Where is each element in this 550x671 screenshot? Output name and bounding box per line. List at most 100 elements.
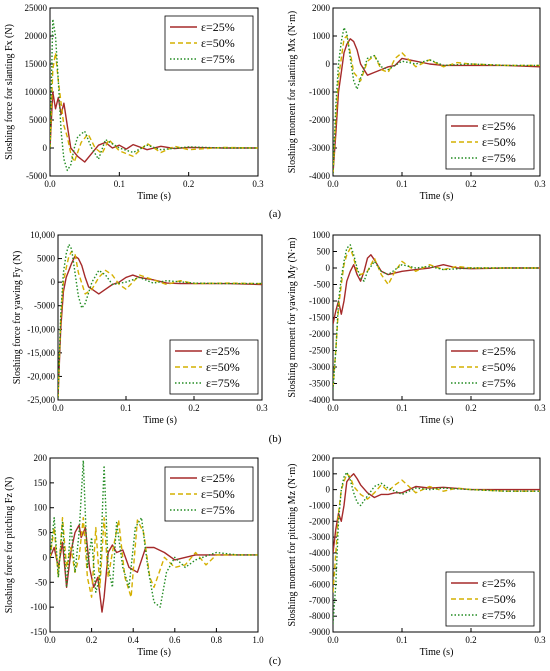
x-tick-label: 0.0 [52, 403, 64, 413]
legend-label: ε=25% [482, 344, 516, 358]
y-tick-label: -8000 [309, 611, 330, 621]
legend-label: ε=50% [482, 135, 516, 149]
series-line-2 [50, 517, 258, 598]
chart-1: -5000 0 5000 10000 15000 20000 25000 0.0 0.1 0.2 0… [4, 3, 264, 202]
y-tick-label: -5000 [26, 171, 47, 181]
y-tick-label: 10,000 [30, 230, 55, 240]
plot-frame [332, 457, 541, 633]
y-tick-label: 2000 [312, 3, 331, 13]
y-tick-label: 500 [317, 247, 331, 257]
x-axis-label: Time (s) [143, 415, 177, 426]
chart-2: -4000 -3000 -2000 -1000 0 1000 2000 0.0 0.1 0.2 0.… [287, 3, 546, 202]
legend-label: ε=50% [201, 487, 235, 501]
series-line-1 [50, 91, 258, 163]
y-tick-label: -10,000 [27, 324, 55, 334]
series-line-1 [333, 473, 540, 553]
x-tick-label: 0.0 [327, 179, 339, 189]
y-tick-label: -3000 [309, 143, 330, 153]
y-tick-label: -100 [31, 602, 48, 612]
y-tick-label: 100 [34, 503, 48, 513]
legend: ε=25% ε=50% ε=75% [445, 571, 535, 627]
series-line-2 [333, 247, 540, 387]
series-line-3 [58, 243, 262, 398]
legend-box [445, 114, 535, 170]
y-tick-label: 150 [34, 478, 48, 488]
y-tick-label: -20,000 [27, 371, 55, 381]
legend: ε=25% ε=50% ε=75% [164, 15, 254, 71]
y-tick-label: 10000 [25, 87, 48, 97]
legend-label: ε=25% [201, 20, 235, 34]
y-axis-label: Sloshing moment for pitching Mz (N·m) [287, 463, 298, 626]
legend: ε=25% ε=50% ε=75% [445, 339, 535, 395]
series-line-3 [333, 244, 540, 391]
x-tick-label: 0.2 [465, 403, 476, 413]
series-line-1 [50, 524, 258, 613]
legend-label: ε=25% [482, 576, 516, 590]
y-tick-label: -2000 [309, 516, 330, 526]
y-tick-label: -15,000 [27, 348, 55, 358]
legend: ε=25% ε=50% ε=75% [164, 466, 254, 522]
y-tick-label: -6000 [309, 580, 330, 590]
legend-label: ε=25% [482, 119, 516, 133]
legend-label: ε=75% [201, 52, 235, 66]
x-axis-label: Time (s) [420, 415, 454, 426]
chart-4: -4000 -3500 -3000 -2500 -2000 -1500 -1000 -500 0… [287, 230, 546, 426]
y-tick-label: 50 [38, 528, 48, 538]
y-tick-label: 200 [34, 453, 48, 463]
series-line-1 [333, 254, 540, 325]
y-tick-label: 0 [43, 143, 48, 153]
series-line-2 [58, 250, 262, 398]
y-tick-label: -1000 [309, 87, 330, 97]
x-tick-label: 0.2 [188, 403, 199, 413]
x-tick-label: 0.1 [396, 635, 407, 645]
y-tick-label: 25000 [25, 3, 48, 13]
x-tick-label: 0.3 [252, 179, 264, 189]
x-axis-label: Time (s) [420, 191, 454, 202]
legend-label: ε=50% [482, 592, 516, 606]
y-tick-label: -150 [31, 627, 48, 637]
y-axis-label: Sloshing moment for yawing My (N·m) [287, 237, 298, 397]
y-tick-label: -1000 [309, 500, 330, 510]
y-axis-label: Sloshing force for pitching Fz (N) [4, 477, 15, 613]
x-axis-label: Time (s) [137, 191, 171, 202]
x-tick-label: 0.3 [534, 635, 546, 645]
legend-label: ε=75% [482, 376, 516, 390]
y-tick-label: 0 [43, 552, 48, 562]
y-tick-label: 20000 [25, 31, 48, 41]
series-group [50, 459, 258, 613]
panel-label: (c) [269, 655, 282, 667]
y-tick-label: -25,000 [27, 395, 55, 405]
series-group [333, 471, 540, 625]
y-tick-label: 5000 [29, 115, 48, 125]
legend-label: ε=25% [206, 344, 240, 358]
x-tick-label: 0.0 [327, 403, 339, 413]
y-axis-label: Sloshing force for yawing Fy (N) [12, 251, 23, 385]
x-tick-label: 0.1 [114, 179, 125, 189]
legend-label: ε=25% [201, 471, 235, 485]
y-tick-label: 15000 [25, 59, 48, 69]
x-tick-label: 1.0 [252, 635, 264, 645]
y-tick-label: -5000 [34, 301, 55, 311]
series-line-3 [333, 26, 540, 174]
chart-5: -150 -100 -50 0 50 100 150 200 0.0 0.2 0.4 0.6 0.8 1.… [4, 453, 264, 658]
legend-label: ε=50% [206, 360, 240, 374]
chart-3: -25,000 -20,000 -15,000 -10,000 -5000 0 5000 10… [12, 230, 268, 426]
y-tick-label: -2000 [309, 115, 330, 125]
series-group [333, 26, 540, 174]
legend-label: ε=75% [482, 608, 516, 622]
y-tick-label: 2000 [312, 453, 331, 463]
x-tick-label: 0.6 [169, 635, 181, 645]
legend-label: ε=50% [482, 360, 516, 374]
x-axis-label: Time (s) [137, 647, 171, 658]
x-tick-label: 0.1 [120, 403, 131, 413]
x-tick-label: 0.1 [396, 403, 407, 413]
y-tick-label: -5000 [309, 564, 330, 574]
y-tick-label: -50 [35, 577, 47, 587]
y-tick-label: -2500 [309, 346, 330, 356]
y-tick-label: -2000 [309, 329, 330, 339]
y-tick-label: -3500 [309, 379, 330, 389]
legend-label: ε=75% [482, 151, 516, 165]
y-axis-label: Sloshing force for slanting Fx (N) [4, 24, 15, 160]
series-group [58, 243, 262, 398]
